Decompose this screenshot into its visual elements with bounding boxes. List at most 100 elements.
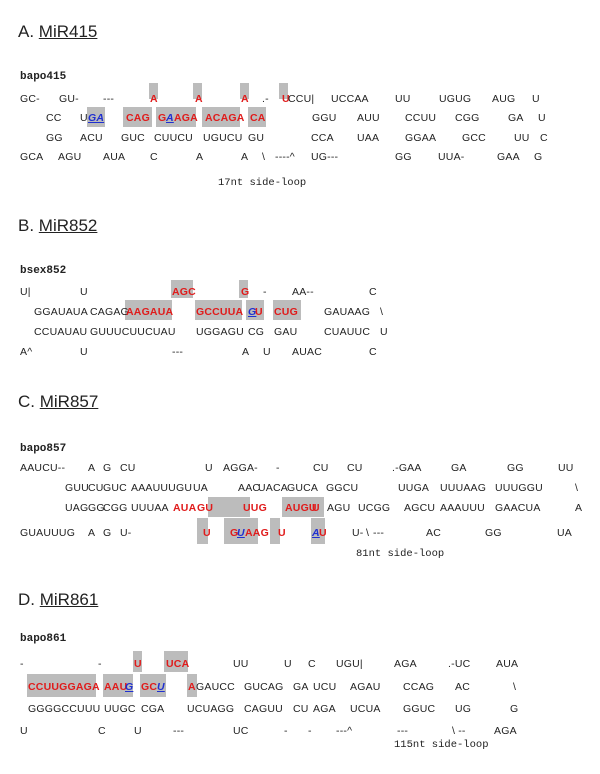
nucleotide-segment: CUG (274, 306, 298, 318)
nucleotide-segment: --- (397, 725, 409, 737)
nucleotide-segment: GA (293, 681, 309, 693)
nucleotide-segment: G (230, 527, 239, 539)
nucleotide-segment: GUUUCUUCUAU (90, 326, 176, 338)
nucleotide-segment: GAUAAG (324, 306, 371, 318)
nucleotide-segment: GGGGCCUUU (28, 703, 101, 715)
nucleotide-segment: AGAU (350, 681, 381, 693)
nucleotide-segment: U (255, 306, 263, 318)
panel-c-title: C. MiR857 (18, 392, 99, 411)
nucleotide-segment: GCCUUA (196, 306, 244, 318)
highlight-box (195, 300, 242, 320)
nucleotide-segment: AUU (357, 112, 380, 124)
nucleotide-segment: A (312, 527, 320, 539)
nucleotide-segment: AGGA- (223, 462, 258, 474)
nucleotide-segment: UG--- (311, 151, 339, 163)
nucleotide-segment: CCA (311, 132, 334, 144)
nucleotide-segment: UC (233, 725, 249, 737)
nucleotide-segment: G (248, 306, 257, 318)
nucleotide-segment: A (241, 151, 249, 163)
highlight-box (27, 674, 96, 697)
nucleotide-segment: U (284, 658, 292, 670)
nucleotide-segment: GU (248, 132, 265, 144)
sequence-name: bapo861 (20, 633, 67, 645)
nucleotide-segment: CA (250, 112, 266, 124)
nucleotide-segment: UUUGGU (495, 482, 543, 494)
nucleotide-segment: GAA (497, 151, 520, 163)
highlight-box (171, 280, 193, 298)
nucleotide-segment: AUAC (292, 346, 322, 358)
highlight-box (140, 674, 166, 697)
nucleotide-segment: GG (88, 502, 105, 514)
nucleotide-segment: CAG (126, 112, 150, 124)
side-loop-note: 115nt side-loop (394, 739, 489, 751)
highlight-box (279, 83, 288, 99)
highlight-box (133, 651, 142, 672)
nucleotide-segment: GA (451, 462, 467, 474)
nucleotide-segment: AAUCU-- (20, 462, 66, 474)
nucleotide-segment: --- (173, 725, 185, 737)
nucleotide-segment: U (80, 286, 88, 298)
side-loop-note: 17nt side-loop (218, 177, 307, 189)
nucleotide-segment: .- (262, 93, 269, 105)
nucleotide-segment: UCUA (350, 703, 381, 715)
highlight-box (87, 107, 105, 127)
nucleotide-segment: GUCAG (244, 681, 284, 693)
nucleotide-segment: U (80, 346, 88, 358)
nucleotide-segment: UAA (357, 132, 380, 144)
nucleotide-segment: CUUCU (154, 132, 193, 144)
nucleotide-segment: A (242, 346, 250, 358)
nucleotide-segment: CU (88, 482, 104, 494)
nucleotide-segment: U (134, 658, 142, 670)
nucleotide-segment: G (103, 462, 112, 474)
sequence-name: bsex852 (20, 265, 67, 277)
nucleotide-segment: A^ (20, 346, 33, 358)
nucleotide-segment: --- (373, 527, 385, 539)
nucleotide-segment: U (263, 346, 271, 358)
nucleotide-segment: U (278, 527, 286, 539)
nucleotide-segment: AUGU (285, 502, 317, 514)
highlight-box (208, 497, 250, 517)
nucleotide-segment: GGAUAUA (34, 306, 88, 318)
nucleotide-segment: UUG (243, 502, 267, 514)
nucleotide-segment: G (158, 112, 167, 124)
nucleotide-segment: CCUU (405, 112, 437, 124)
nucleotide-segment: UACA (258, 482, 288, 494)
nucleotide-segment: AUG (492, 93, 516, 105)
nucleotide-segment: CGG (455, 112, 480, 124)
nucleotide-segment: AC (426, 527, 441, 539)
nucleotide-segment: GCC (462, 132, 486, 144)
nucleotide-segment: UCCAA (331, 93, 369, 105)
nucleotide-segment: GA (508, 112, 524, 124)
nucleotide-segment: G (241, 286, 250, 298)
nucleotide-segment: CCAG (403, 681, 435, 693)
highlight-box (103, 674, 133, 697)
nucleotide-segment: A (166, 112, 174, 124)
highlight-box (311, 518, 325, 544)
gene-name: MiR415 (38, 22, 98, 41)
nucleotide-segment: UUUAA (131, 502, 169, 514)
nucleotide-segment: AAC (238, 482, 261, 494)
nucleotide-segment: AAAUUUGU (131, 482, 193, 494)
nucleotide-segment: AAAUUU (440, 502, 485, 514)
nucleotide-segment: UU (233, 658, 249, 670)
nucleotide-segment: GUCA (287, 482, 319, 494)
nucleotide-segment: U (532, 93, 540, 105)
nucleotide-segment: A (195, 93, 203, 105)
nucleotide-segment: U (80, 112, 88, 124)
nucleotide-segment: GGCU (326, 482, 359, 494)
nucleotide-segment: ---^ (336, 725, 353, 737)
nucleotide-segment: --- (103, 93, 115, 105)
nucleotide-segment: AGU (58, 151, 82, 163)
nucleotide-segment: GG (395, 151, 412, 163)
nucleotide-segment: UG (455, 703, 472, 715)
nucleotide-segment: AGA (313, 703, 336, 715)
nucleotide-segment: C (98, 725, 106, 737)
nucleotide-segment: U (538, 112, 546, 124)
nucleotide-segment: ----^ (275, 151, 295, 163)
nucleotide-segment: A (88, 462, 96, 474)
nucleotide-segment: UA (557, 527, 572, 539)
nucleotide-segment: GUC (103, 482, 127, 494)
nucleotide-segment: UU (395, 93, 411, 105)
nucleotide-segment: UUGA (398, 482, 430, 494)
nucleotide-segment: CGG (103, 502, 128, 514)
